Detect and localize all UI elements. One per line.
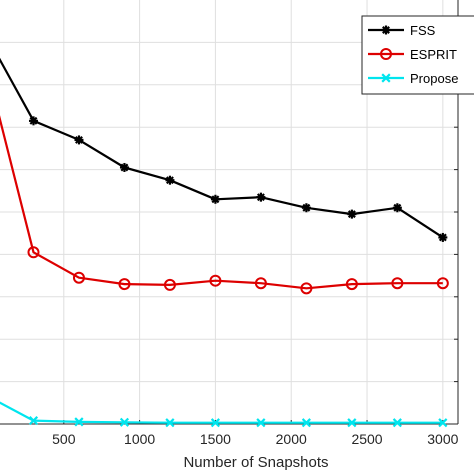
legend-label: FSS [410,23,436,38]
data-point [347,418,357,428]
grid [0,0,458,424]
data-point [256,418,266,428]
data-point [163,278,176,291]
x-axis-title: Number of Snapshots [183,454,328,471]
data-point [119,417,130,427]
data-point [301,203,311,213]
x-tick-label: 3000 [427,431,458,447]
data-point [392,418,402,428]
legend-item-propose[interactable]: Propose [368,71,458,86]
series-esprit [0,115,449,295]
x-tick-label: 1500 [200,431,231,447]
data-point [254,277,267,290]
data-point [27,246,40,259]
legend-label: ESPRIT [410,47,457,62]
legend-item-esprit[interactable]: ESPRIT [368,47,457,62]
data-point [210,194,220,204]
legend[interactable]: FSS ESPRIT Propose [361,15,474,95]
data-point [391,277,404,290]
series-fss [0,57,448,242]
data-point [165,175,175,185]
data-point [300,282,313,295]
series [0,57,449,428]
data-point [28,116,38,126]
data-point [392,203,402,213]
x-tick-label: 2500 [351,431,382,447]
series-line [0,115,443,290]
data-point [72,271,85,284]
legend-label: Propose [410,71,458,86]
data-point [119,162,129,172]
data-point [256,192,266,202]
x-tick-label: 2000 [276,431,307,447]
data-point [347,209,357,219]
data-point [381,25,391,35]
data-point [74,417,84,427]
series-propose [0,401,448,428]
data-point [438,418,448,428]
data-point [165,418,175,428]
data-point [28,416,39,426]
data-point [380,48,392,60]
data-point [74,135,84,145]
data-point [209,274,222,287]
legend-item-fss[interactable]: FSS [368,23,436,38]
data-point [436,277,449,290]
data-point [438,232,448,242]
data-point [118,278,131,291]
x-tick-label: 500 [52,431,76,447]
x-tick-label: 1000 [124,431,155,447]
data-point [345,278,358,291]
data-point [381,73,391,83]
data-point [210,418,220,428]
data-point [301,418,311,428]
